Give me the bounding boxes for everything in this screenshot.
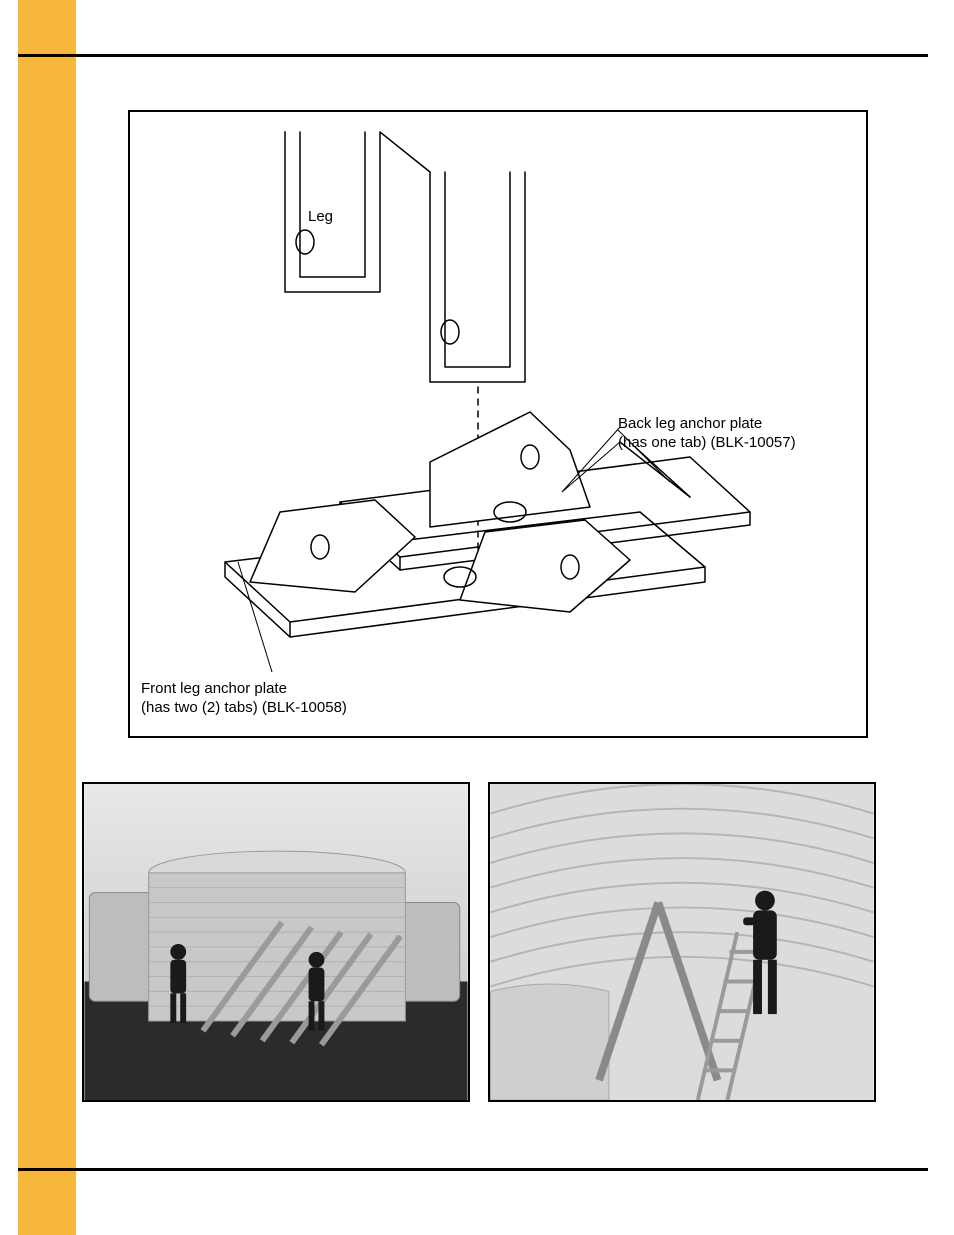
photo-right [488,782,876,1102]
label-front-plate: Front leg anchor plate (has two (2) tabs… [141,680,347,718]
photo-left [82,782,470,1102]
gold-sidebar [18,0,76,1235]
photo-left-svg [84,784,468,1100]
top-horizontal-rule [18,54,928,57]
label-leg: Leg [308,208,333,227]
photo-right-svg [490,784,874,1100]
bottom-horizontal-rule [18,1168,928,1171]
label-back-plate: Back leg anchor plate (has one tab) (BLK… [618,415,796,453]
page-root: Leg Back leg anchor plate (has one tab) … [0,0,954,1235]
